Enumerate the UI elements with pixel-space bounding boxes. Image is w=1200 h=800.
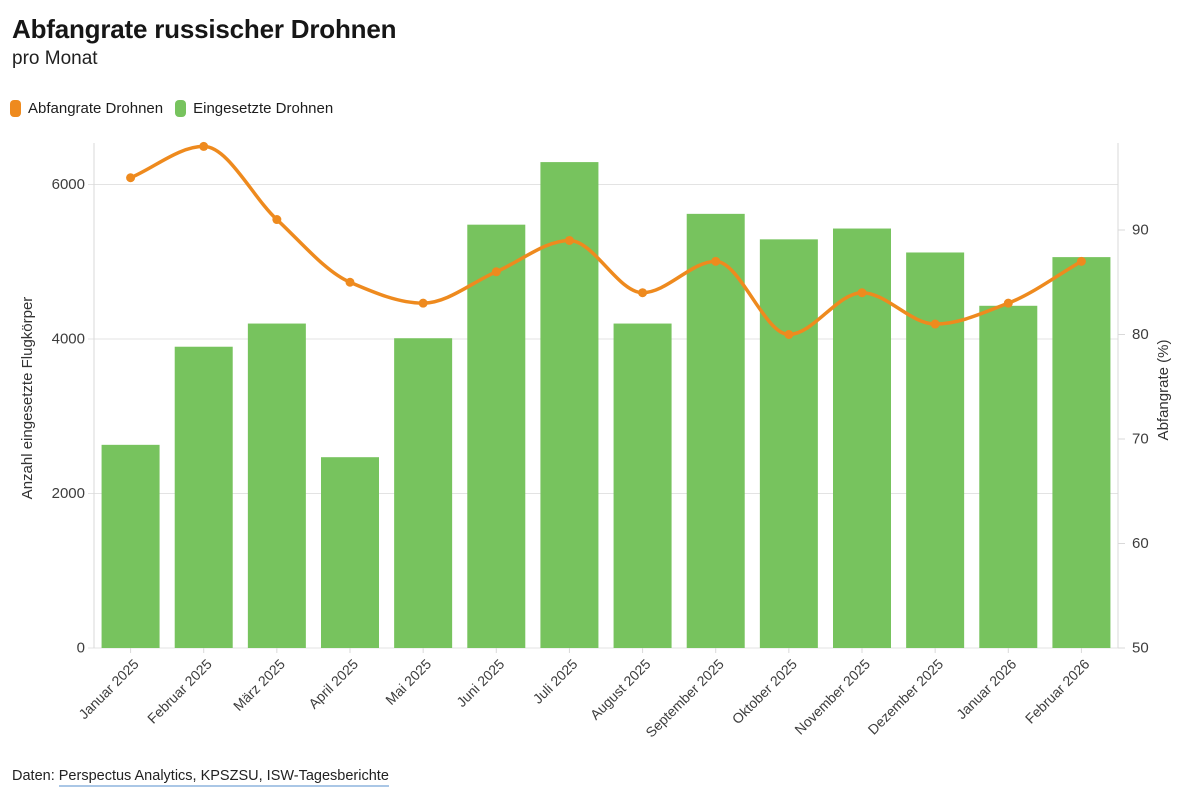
bar-januar-2026: [979, 305, 1038, 648]
x-tick-label: Januar 2026: [953, 656, 1020, 723]
chart-subtitle: pro Monat: [12, 48, 98, 70]
bar-juni-2025: [467, 224, 526, 649]
bar-februar-2025: [174, 346, 233, 648]
right-tick-label: 70: [1132, 431, 1149, 448]
chart-header: Abfangrate russischer Drohnen pro Monat: [12, 14, 396, 70]
x-tick-label: November 2025: [791, 656, 873, 738]
source-prefix: Daten:: [12, 768, 59, 784]
line-point-juni-2025: [491, 267, 501, 277]
line-point-januar-2025: [126, 173, 136, 183]
x-tick-label: Februar 2026: [1022, 656, 1093, 727]
legend-item-abfangrate: Abfangrate Drohnen: [10, 100, 163, 117]
line-points: [126, 141, 1086, 339]
x-tick-label: Oktober 2025: [729, 656, 800, 727]
right-axis-ticks: 50 60 70 80 90: [1118, 222, 1149, 657]
bar-januar-2025: [101, 444, 160, 648]
legend-swatch-green-icon: [175, 100, 187, 117]
source-links[interactable]: Perspectus Analytics, KPSZSU, ISW-Tagesb…: [58, 768, 389, 787]
x-tick-label: Februar 2025: [144, 656, 215, 727]
line-point-oktober-2025: [784, 330, 794, 339]
legend-label-eingesetzte: Eingesetzte Drohnen: [193, 100, 334, 117]
line-point-märz-2025: [272, 215, 282, 225]
line-point-dezember-2025: [930, 319, 940, 329]
right-tick-label: 90: [1132, 222, 1149, 239]
line-point-februar-2026: [1076, 256, 1086, 266]
x-tick-label: September 2025: [642, 656, 727, 741]
bar-mai-2025: [394, 338, 453, 648]
line-point-februar-2025: [199, 141, 209, 151]
line-point-april-2025: [345, 277, 355, 287]
bar-oktober-2025: [759, 239, 818, 648]
bar-september-2025: [686, 213, 745, 649]
right-tick-label: 80: [1132, 326, 1149, 343]
left-axis-ticks: 0 2000 4000 6000: [52, 176, 85, 657]
bar-juli-2025: [540, 162, 599, 648]
legend-item-eingesetzte: Eingesetzte Drohnen: [175, 100, 333, 117]
x-tick-label: April 2025: [305, 656, 361, 712]
page-title: Abfangrate russischer Drohnen: [12, 14, 397, 44]
x-tick-label: Mai 2025: [382, 656, 434, 708]
bar-märz-2025: [247, 323, 306, 648]
line-point-mai-2025: [418, 298, 428, 308]
x-tick-label: Dezember 2025: [865, 656, 947, 738]
left-axis-title: Anzahl eingesetzte Flugkörper: [19, 297, 36, 500]
x-tick-label: Juni 2025: [453, 656, 507, 710]
right-axis-title: Abfangrate (%): [1155, 340, 1172, 441]
left-tick-label: 2000: [52, 485, 85, 502]
bar-series-eingesetzte-drohnen: [101, 162, 1111, 649]
left-tick-label: 6000: [52, 176, 85, 193]
left-tick-label: 4000: [52, 331, 85, 348]
line-point-august-2025: [638, 288, 648, 298]
bar-dezember-2025: [906, 252, 965, 649]
x-axis-labels: Januar 2025 Februar 2025 März 2025 April 20…: [75, 648, 1093, 741]
x-tick-label: Januar 2025: [75, 656, 142, 723]
x-tick-label: Juli 2025: [530, 656, 581, 707]
source-note: Daten: Perspectus Analytics, KPSZSU, ISW…: [12, 768, 389, 787]
left-tick-label: 0: [77, 640, 85, 657]
chart-legend: Abfangrate Drohnen Eingesetzte Drohnen: [10, 100, 333, 117]
line-point-juli-2025: [564, 235, 574, 245]
x-tick-label: März 2025: [230, 656, 288, 714]
line-point-januar-2026: [1003, 298, 1013, 308]
right-tick-label: 50: [1132, 640, 1149, 657]
legend-label-abfangrate: Abfangrate Drohnen: [28, 100, 164, 117]
bar-februar-2026: [1052, 257, 1111, 648]
line-point-september-2025: [711, 256, 721, 266]
bar-april-2025: [321, 457, 379, 648]
legend-swatch-orange-icon: [10, 100, 21, 117]
line-point-november-2025: [857, 288, 867, 298]
bar-august-2025: [613, 323, 672, 648]
right-tick-label: 60: [1132, 535, 1149, 552]
x-tick-label: August 2025: [587, 656, 654, 723]
